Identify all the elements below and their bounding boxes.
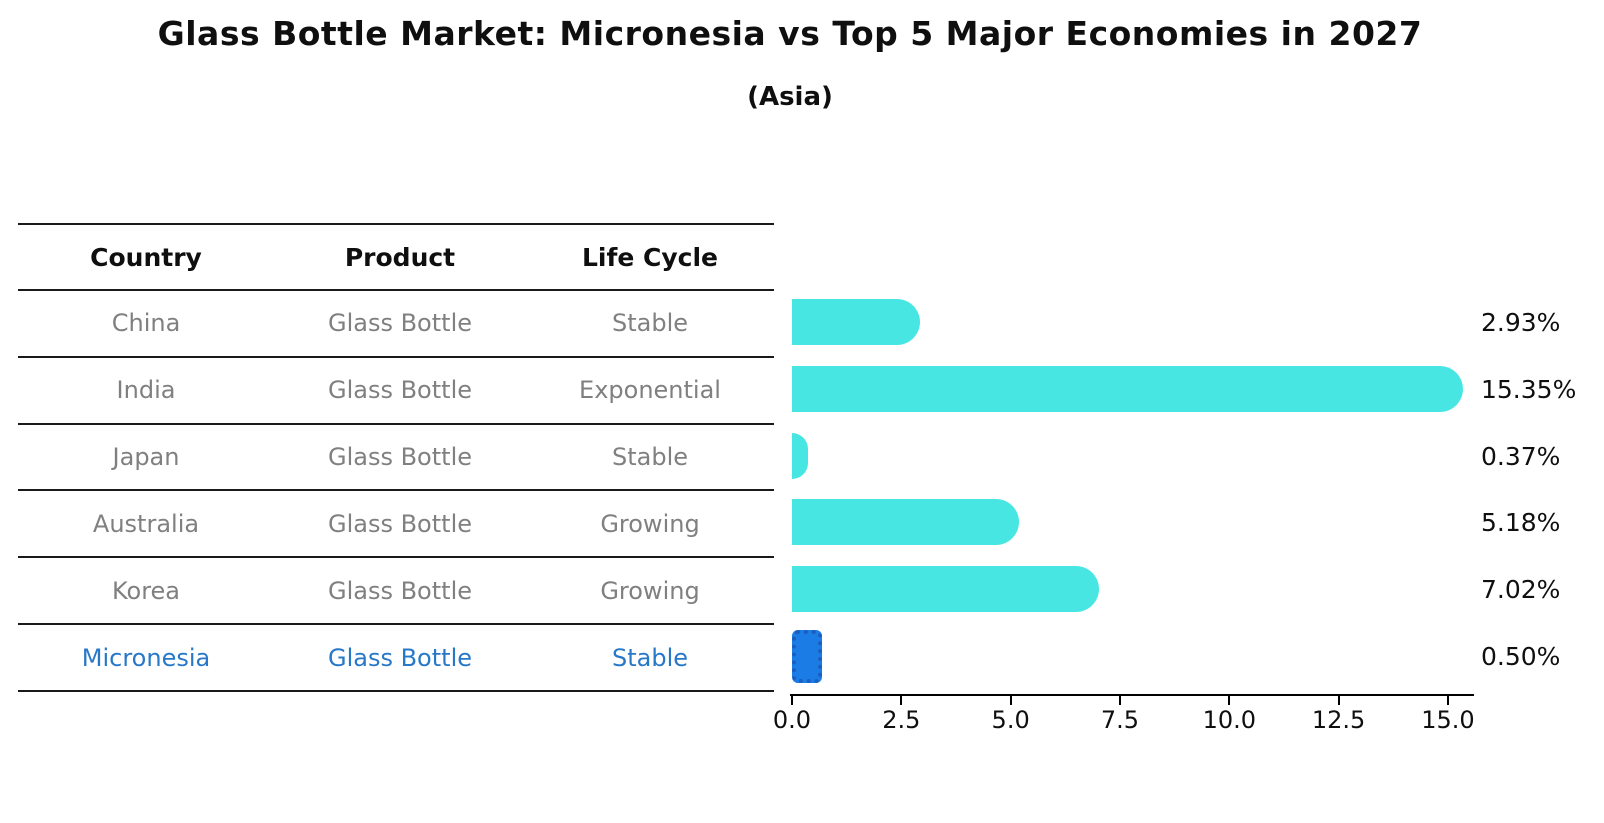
page-title: Glass Bottle Market: Micronesia vs Top 5… [157,14,1423,53]
cell-life-cycle: Exponential [579,376,721,405]
bar-korea [792,566,1099,613]
x-axis-tick [1118,696,1121,705]
bar-japan [792,432,809,479]
x-axis-tick-label: 2.5 [882,706,921,734]
x-axis-tick-label: 5.0 [991,706,1030,734]
table-row-india: India Glass Bottle Exponential [18,358,774,425]
column-header-country: Country [90,242,202,272]
bar-chart-plot-area [792,289,1472,690]
bar-china [792,299,921,345]
bar-row-china [792,289,1472,356]
x-axis-tick-label: 10.0 [1202,706,1257,734]
bar-india [792,365,1464,412]
cell-country: Australia [92,509,200,538]
country-table: Country Product Life Cycle China Glass Bo… [18,223,774,692]
x-axis-tick [1009,696,1012,705]
table-row-micronesia: Micronesia Glass Bottle Stable [18,625,774,692]
page-subtitle: (Asia) [747,82,833,112]
table-row-australia: Australia Glass Bottle Growing [18,491,774,559]
x-axis-tick [1228,696,1231,705]
x-axis-tick [1446,696,1449,705]
cell-product: Glass Bottle [327,376,472,405]
table-body: China Glass Bottle Stable India Glass Bottle… [18,291,774,692]
bar-row-korea [792,556,1472,623]
cell-country: Korea [111,576,181,605]
x-axis-line [790,694,1474,696]
bar-row-micronesia [792,623,1472,690]
value-label-india: 15.35% [1481,374,1577,404]
cell-life-cycle: Growing [600,509,700,538]
cell-life-cycle: Stable [611,443,689,472]
cell-country: India [116,376,176,405]
x-axis-tick-label: 12.5 [1311,706,1366,734]
cell-product: Glass Bottle [327,576,472,605]
x-axis-tick-label: 0.0 [772,706,812,734]
cell-life-cycle: Stable [611,643,689,672]
cell-country: Micronesia [81,643,211,672]
table-row-korea: Korea Glass Bottle Growing [18,558,774,626]
x-axis-tick [791,696,793,705]
column-header-life-cycle: Life Cycle [581,242,719,272]
bar-row-india [792,356,1472,423]
x-axis-tick-label: 7.5 [1100,706,1140,734]
value-label-china: 2.93% [1481,307,1561,337]
column-header-product: Product [344,242,456,272]
x-axis-tick-label: 15.0 [1421,706,1475,734]
cell-life-cycle: Growing [600,576,700,605]
value-label-australia: 5.18% [1481,508,1561,538]
cell-country: Japan [112,443,180,472]
value-label-japan: 0.37% [1481,441,1561,471]
value-label-korea: 7.02% [1481,575,1561,605]
bar-row-japan [792,423,1472,490]
x-axis-tick [900,696,903,705]
table-row-china: China Glass Bottle Stable [18,291,774,358]
table-header-row: Country Product Life Cycle [18,225,774,291]
cell-life-cycle: Stable [611,309,689,338]
cell-product: Glass Bottle [327,509,472,538]
cell-product: Glass Bottle [327,643,472,672]
cell-country: China [111,309,181,338]
cell-product: Glass Bottle [327,309,472,338]
bar-australia [792,499,1019,546]
bar-micronesia [792,630,822,684]
bar-row-australia [792,489,1472,556]
table-row-japan: Japan Glass Bottle Stable [18,425,774,492]
value-label-micronesia: 0.50% [1481,642,1561,672]
x-axis-tick [1337,696,1340,705]
cell-product: Glass Bottle [327,443,472,472]
